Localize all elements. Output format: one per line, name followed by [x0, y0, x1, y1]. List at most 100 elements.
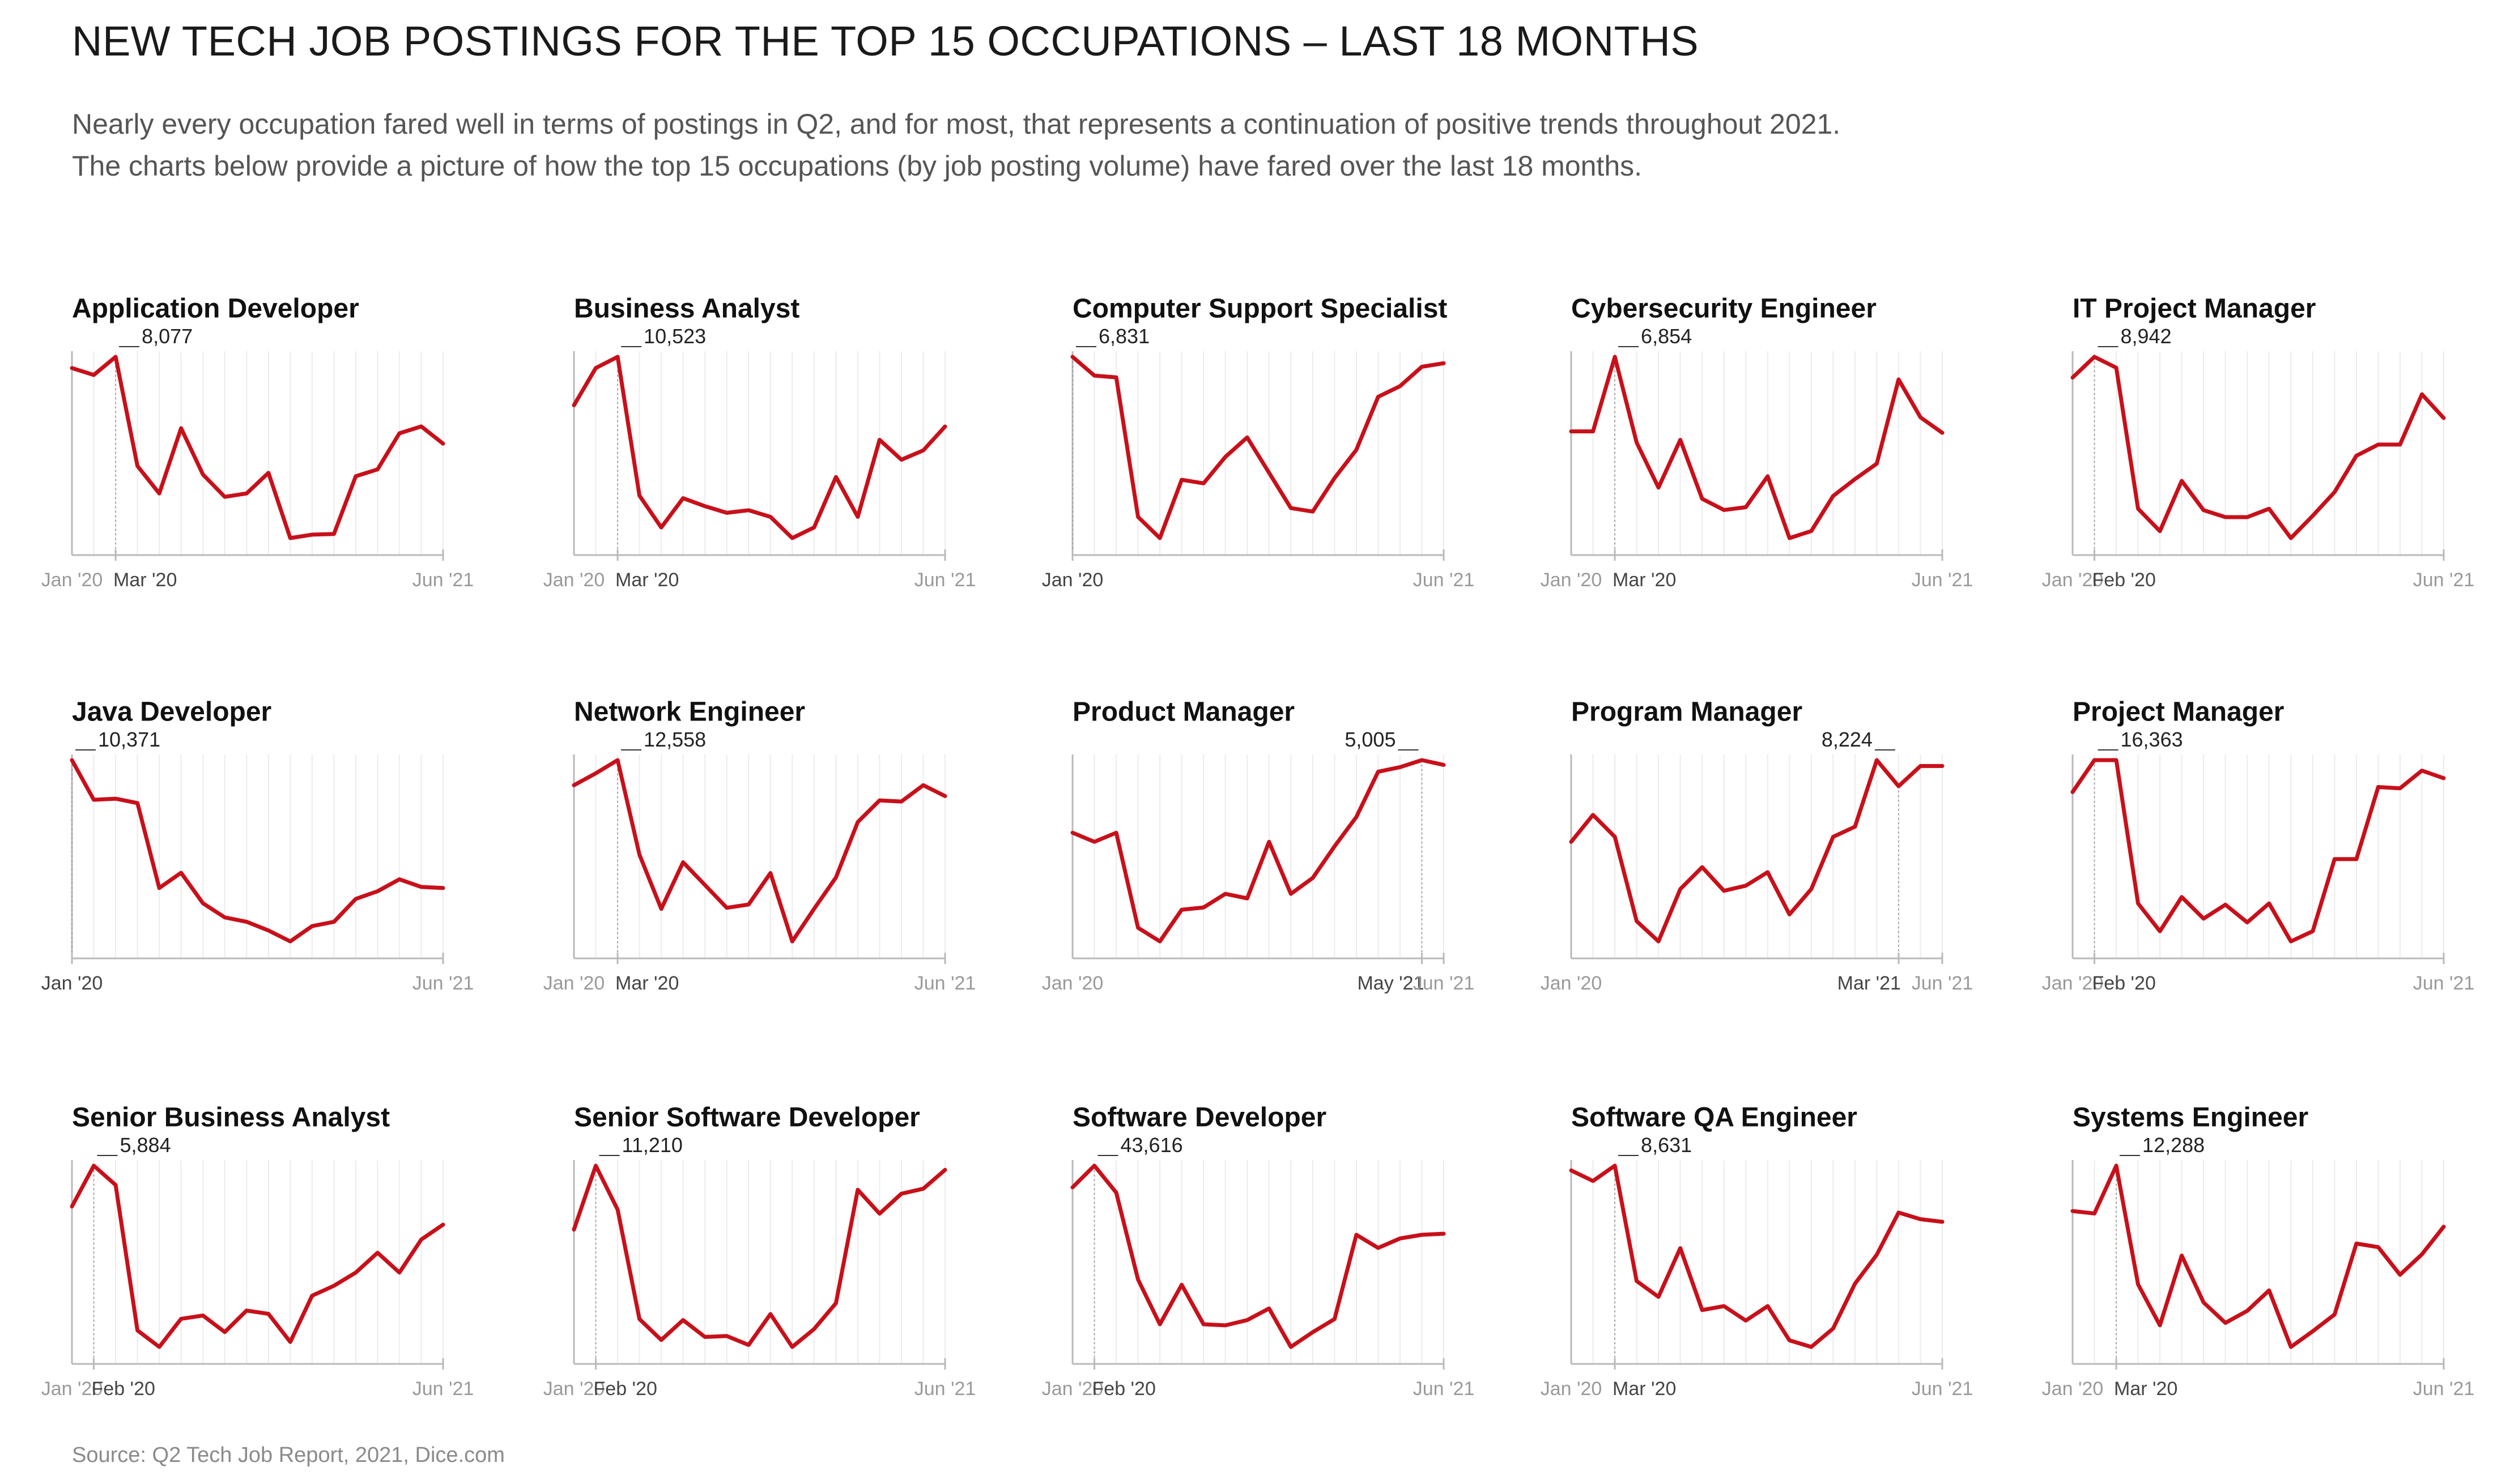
chart-title-business-analyst: Business Analyst: [574, 294, 799, 324]
x-tick-label: Feb '20: [594, 1378, 657, 1400]
peak-value-label: 8,224: [1822, 728, 1873, 751]
series-line-network-engineer: [572, 758, 947, 944]
chart-title-program-manager: Program Manager: [1571, 697, 1802, 727]
series-line-java-developer: [70, 758, 445, 944]
x-tick-label: Jan '20: [1541, 569, 1602, 591]
page-title: NEW TECH JOB POSTINGS FOR THE TOP 15 OCC…: [72, 18, 1699, 65]
series-line-product-manager: [1070, 758, 1446, 944]
x-tick-label: Jun '21: [412, 569, 474, 591]
x-tick-label: May '21: [1357, 973, 1424, 994]
peak-value-label: 6,854: [1641, 325, 1692, 348]
x-tick-label: Mar '20: [615, 569, 679, 591]
chart-title-network-engineer: Network Engineer: [574, 697, 805, 727]
x-tick-label: Jun '21: [1413, 1378, 1475, 1400]
x-tick-label: Feb '20: [1092, 1378, 1156, 1400]
series-line-business-analyst: [572, 355, 947, 540]
x-tick-label: Jun '21: [1912, 973, 1973, 994]
peak-value-label: 12,558: [644, 728, 706, 751]
peak-value-label: 8,077: [142, 325, 193, 348]
chart-title-software-developer: Software Developer: [1073, 1103, 1326, 1133]
x-tick-label: Jan '20: [1042, 569, 1104, 591]
peak-value-label: 12,288: [2142, 1133, 2205, 1157]
x-tick-label: Jan '20: [1541, 1378, 1602, 1400]
peak-value-label: 16,363: [2121, 728, 2183, 751]
chart-title-computer-support-specialist: Computer Support Specialist: [1073, 294, 1447, 324]
chart-title-software-qa-engineer: Software QA Engineer: [1571, 1103, 1857, 1133]
peak-value-label: 8,631: [1641, 1133, 1692, 1157]
x-tick-label: Mar '20: [1613, 1378, 1676, 1400]
source-note: Source: Q2 Tech Job Report, 2021, Dice.c…: [72, 1443, 505, 1467]
x-tick-label: Jun '21: [1912, 569, 1973, 591]
x-tick-label: Jan '20: [2042, 973, 2104, 994]
x-tick-label: Jan '20: [41, 1378, 103, 1400]
x-tick-label: Jan '20: [1042, 973, 1104, 994]
series-line-software-developer: [1070, 1163, 1446, 1349]
series-line-senior-business-analyst: [70, 1163, 445, 1349]
subtitle-line-1: Nearly every occupation fared well in te…: [72, 108, 1841, 140]
chart-title-project-manager: Project Manager: [2073, 697, 2284, 727]
x-tick-label: Jun '21: [412, 1378, 474, 1400]
x-tick-label: Jun '21: [914, 569, 976, 591]
x-tick-label: Mar '20: [2114, 1378, 2177, 1400]
x-tick-label: Jun '21: [412, 973, 474, 994]
x-tick-label: Feb '20: [2092, 569, 2156, 591]
x-tick-label: Jan '20: [543, 569, 605, 591]
x-tick-label: Jan '20: [41, 973, 103, 994]
x-tick-label: Jun '21: [2413, 973, 2475, 994]
series-line-project-manager: [2070, 758, 2446, 944]
chart-title-systems-engineer: Systems Engineer: [2073, 1103, 2308, 1133]
x-tick-label: Jan '20: [543, 973, 605, 994]
peak-value-label: 11,210: [622, 1133, 683, 1157]
x-tick-label: Feb '20: [92, 1378, 155, 1400]
series-line-computer-support-specialist: [1070, 355, 1446, 540]
x-tick-label: Jan '20: [2042, 1378, 2104, 1400]
series-line-cybersecurity-engineer: [1569, 355, 1945, 540]
series-line-application-developer: [70, 355, 445, 540]
chart-panel-program-manager: Program Manager 8,224 Jan '20 Mar '21 Jun '2…: [1541, 697, 1973, 994]
chart-title-application-developer: Application Developer: [72, 294, 359, 324]
series-line-software-qa-engineer: [1569, 1163, 1945, 1349]
chart-title-cybersecurity-engineer: Cybersecurity Engineer: [1571, 294, 1877, 324]
chart-title-product-manager: Product Manager: [1073, 697, 1295, 727]
chart-title-java-developer: Java Developer: [72, 697, 271, 727]
chart-title-senior-business-analyst: Senior Business Analyst: [72, 1103, 390, 1133]
peak-value-label: 5,884: [120, 1133, 171, 1157]
peak-value-label: 5,005: [1345, 728, 1396, 751]
x-tick-label: Jun '21: [1912, 1378, 1973, 1400]
x-tick-label: Jan '20: [1541, 973, 1602, 994]
chart-title-senior-software-developer: Senior Software Developer: [574, 1103, 920, 1133]
x-tick-label: Jun '21: [2413, 569, 2475, 591]
x-tick-label: Jun '21: [914, 973, 976, 994]
x-tick-label: Feb '20: [2092, 973, 2156, 994]
x-tick-label: Mar '21: [1837, 973, 1901, 994]
x-tick-label: Jun '21: [914, 1378, 976, 1400]
x-tick-label: Jun '21: [1413, 569, 1475, 591]
x-tick-label: Jan '20: [1042, 1378, 1104, 1400]
series-line-senior-software-developer: [572, 1163, 947, 1349]
x-tick-label: Jan '20: [543, 1378, 605, 1400]
x-tick-label: Mar '20: [113, 569, 177, 591]
x-tick-label: Mar '20: [1613, 569, 1676, 591]
peak-value-label: 10,523: [644, 325, 706, 348]
subtitle-line-2: The charts below provide a picture of ho…: [72, 150, 1643, 182]
peak-value-label: 43,616: [1121, 1133, 1183, 1157]
x-tick-label: Mar '20: [615, 973, 679, 994]
x-tick-label: Jan '20: [2042, 569, 2104, 591]
series-line-program-manager: [1569, 758, 1945, 944]
peak-value-label: 8,942: [2121, 325, 2172, 348]
